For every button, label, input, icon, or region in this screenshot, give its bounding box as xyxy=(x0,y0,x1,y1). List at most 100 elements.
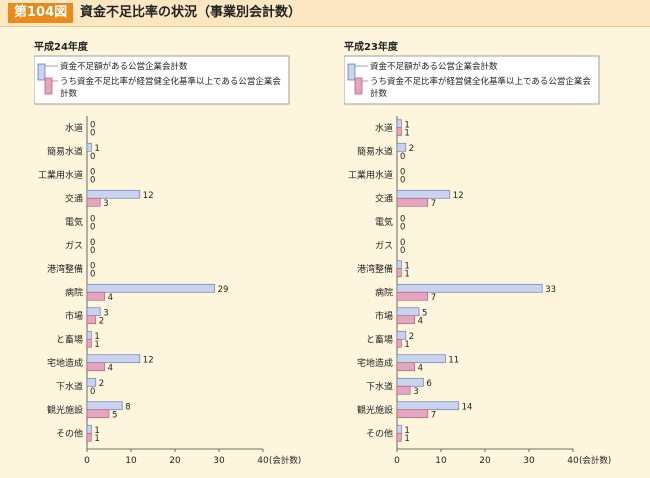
category-label: 水道 xyxy=(375,122,393,134)
data-label-series1: 6 xyxy=(426,379,431,389)
figure-number-badge: 第104図 xyxy=(8,3,74,23)
bar-series2 xyxy=(396,432,402,442)
bar-series1 xyxy=(396,142,407,152)
category-label: 電気 xyxy=(65,216,83,228)
figure-header: 第104図 資金不足比率の状況（事業別会計数） xyxy=(0,0,650,27)
category-label: 水道 xyxy=(65,122,83,134)
bar-series2 xyxy=(396,338,402,348)
category-label: 下水道 xyxy=(366,380,393,392)
category-label: 簡易水道 xyxy=(357,145,393,157)
bar-series2 xyxy=(396,315,415,325)
x-tick-label: 40 xyxy=(257,456,269,466)
bar-series2 xyxy=(86,197,101,207)
bar-series2 xyxy=(396,362,415,372)
data-label-series1: 12 xyxy=(143,191,154,201)
bar-series2 xyxy=(396,197,429,207)
data-label-series2: 3 xyxy=(103,199,108,209)
category-label: 観光施設 xyxy=(357,404,393,416)
bar-series1 xyxy=(86,283,215,293)
bar-series1 xyxy=(396,354,446,364)
data-label-series2: 7 xyxy=(431,199,436,209)
x-tick-label: 0 xyxy=(84,456,90,466)
x-tick-label: 0 xyxy=(394,456,400,466)
chart-panel-h23: 平成23年度 資金不足額がある公営企業会計数 うち資金不足比率が経営健全化基準以上… xyxy=(344,38,648,470)
bar-series1 xyxy=(86,142,92,152)
category-label: 宅地造成 xyxy=(357,357,393,369)
data-label-series2: 3 xyxy=(413,387,418,397)
bar-series1 xyxy=(396,307,420,317)
bar-series1 xyxy=(396,260,402,270)
bar-series1 xyxy=(86,401,123,411)
category-label: 電気 xyxy=(375,216,393,228)
data-label-series1: 0 xyxy=(400,167,405,177)
data-label-series2: 0 xyxy=(90,269,95,279)
bar-series2 xyxy=(86,409,110,419)
chart-title: 平成23年度 xyxy=(344,42,398,53)
data-label-series1: 2 xyxy=(409,144,414,154)
legend-swatch-series2 xyxy=(44,77,53,95)
x-tick-label: 30 xyxy=(523,456,535,466)
x-tick-label: 40 xyxy=(567,456,579,466)
x-axis-unit: (会計数) xyxy=(269,455,301,466)
data-label-series1: 8 xyxy=(125,402,130,412)
data-label-series1: 1 xyxy=(404,261,409,271)
data-label-series1: 1 xyxy=(94,144,99,154)
category-label: 港湾整備 xyxy=(357,263,393,275)
x-tick-label: 10 xyxy=(435,456,447,466)
x-tick-label: 10 xyxy=(125,456,137,466)
x-tick-label: 20 xyxy=(169,456,181,466)
data-label-series2: 0 xyxy=(400,246,405,256)
data-label-series2: 4 xyxy=(418,363,423,373)
data-label-series1: 0 xyxy=(90,214,95,224)
category-label: 港湾整備 xyxy=(47,263,83,275)
data-label-series1: 5 xyxy=(422,308,427,318)
bar-series1 xyxy=(396,189,451,199)
data-label-series2: 0 xyxy=(90,128,95,138)
chart-panel-h24: 平成24年度 資金不足額がある公営企業会計数うち資金不足比率が経営健全化基準以上… xyxy=(34,38,338,470)
category-label: 病院 xyxy=(65,286,83,298)
data-label-series2: 1 xyxy=(94,434,99,444)
data-label-series1: 1 xyxy=(404,120,409,130)
data-label-series1: 0 xyxy=(90,261,95,271)
bar-series1 xyxy=(86,330,92,340)
data-label-series2: 5 xyxy=(112,410,117,420)
data-label-series1: 1 xyxy=(94,332,99,342)
data-label-series1: 0 xyxy=(90,120,95,130)
category-label: 市場 xyxy=(375,310,393,322)
data-label-series1: 1 xyxy=(404,426,409,436)
data-label-series2: 0 xyxy=(90,175,95,185)
data-label-series1: 0 xyxy=(400,238,405,248)
bar-series1 xyxy=(86,377,97,387)
data-label-series1: 0 xyxy=(90,167,95,177)
category-label: と畜場 xyxy=(56,333,83,345)
category-label: 下水道 xyxy=(56,380,83,392)
x-axis-unit: (会計数) xyxy=(579,455,611,466)
category-label: その他 xyxy=(366,427,393,439)
bar-series2 xyxy=(86,291,105,301)
data-label-series1: 12 xyxy=(143,355,154,365)
chart-title: 平成24年度 xyxy=(34,42,88,53)
data-label-series2: 4 xyxy=(108,293,113,303)
data-label-series2: 1 xyxy=(404,340,409,350)
data-label-series1: 0 xyxy=(400,214,405,224)
legend-label-series1: 資金不足額がある公営企業会計数 xyxy=(60,61,188,72)
bar-series2 xyxy=(396,291,429,301)
data-label-series2: 0 xyxy=(90,387,95,397)
legend-box xyxy=(344,55,600,105)
data-label-series1: 14 xyxy=(462,402,473,412)
data-label-series2: 2 xyxy=(99,316,104,326)
legend-label-series2: うち資金不足比率が経営健全化基準以上である公営企業会計数 xyxy=(60,76,281,99)
category-label: 交通 xyxy=(375,192,393,204)
data-label-series1: 33 xyxy=(545,285,556,295)
bar-chart-h23: 資金不足額がある公営企業会計数うち資金不足比率が経営健全化基準以上である公営企業… xyxy=(344,55,611,466)
category-label: 宅地造成 xyxy=(47,357,83,369)
category-label: ガス xyxy=(375,240,393,251)
data-label-series2: 7 xyxy=(431,293,436,303)
data-label-series2: 0 xyxy=(400,222,405,232)
data-label-series1: 29 xyxy=(218,285,229,295)
legend-label-series1: 資金不足額がある公営企業会計数 xyxy=(370,61,498,72)
bar-series2 xyxy=(396,409,429,419)
legend-swatch-series2 xyxy=(354,77,363,95)
data-label-series1: 2 xyxy=(409,332,414,342)
category-label: ガス xyxy=(65,240,83,251)
